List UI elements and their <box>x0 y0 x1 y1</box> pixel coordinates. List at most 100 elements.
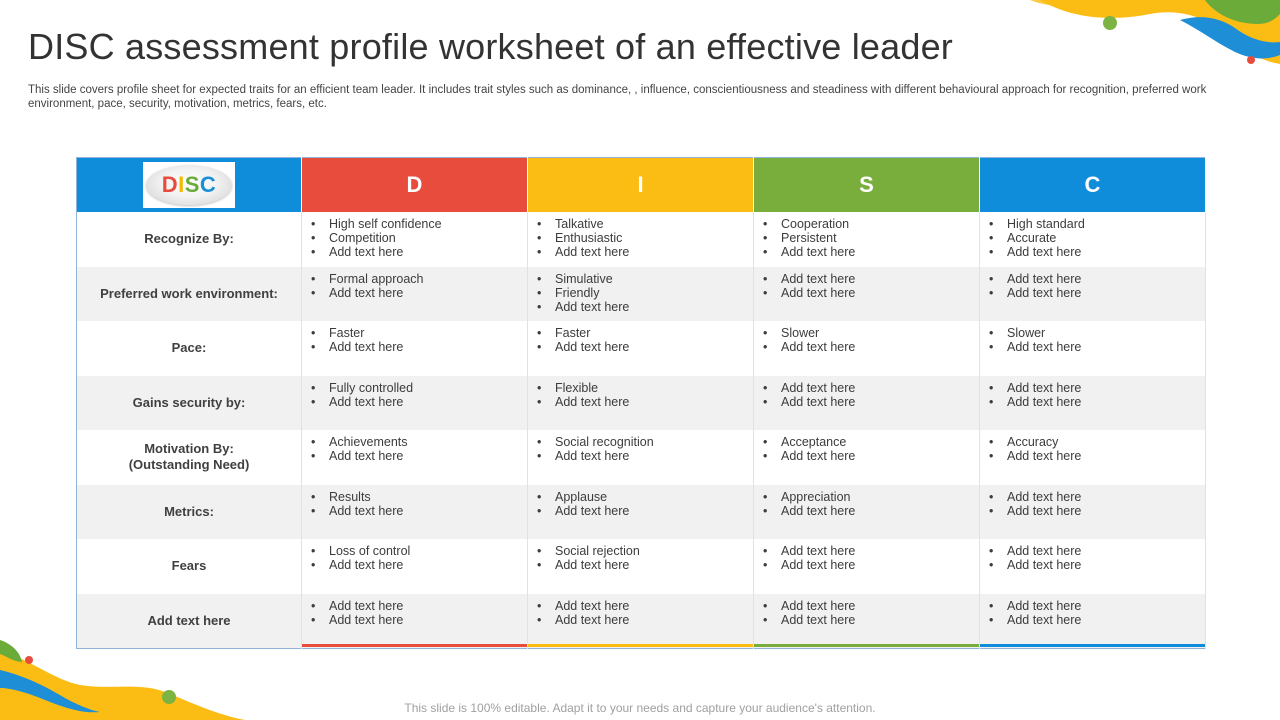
bottom-accent-s <box>754 644 979 647</box>
bullet-item: Fully controlled <box>311 381 527 395</box>
row-label: Add text here <box>76 593 302 648</box>
row-label: Gains security by: <box>76 375 302 430</box>
cell-i: FlexibleAdd text here <box>527 375 754 430</box>
bullet-item: Faster <box>311 326 527 340</box>
bullet-list: AcceptanceAdd text here <box>754 430 979 463</box>
cell-i: Social rejectionAdd text here <box>527 539 754 594</box>
bullet-item: Enthusiastic <box>537 231 753 245</box>
bullet-item: Add text here <box>537 504 753 518</box>
bullet-item: Achievements <box>311 435 527 449</box>
cell-c: High standardAccurateAdd text here <box>979 212 1206 267</box>
bullet-item: Accurate <box>989 231 1205 245</box>
bullet-item: Social recognition <box>537 435 753 449</box>
bullet-item: Add text here <box>311 245 527 259</box>
cell-d: ResultsAdd text here <box>301 484 528 539</box>
table-row: FearsLoss of controlAdd text hereSocial … <box>76 539 1206 594</box>
bullet-item: Add text here <box>989 449 1205 463</box>
bullet-item: Add text here <box>537 613 753 627</box>
slide-footer: This slide is 100% editable. Adapt it to… <box>404 701 876 715</box>
logo-letter-i: I <box>178 172 185 197</box>
bullet-list: AchievementsAdd text here <box>302 430 527 463</box>
bullet-item: Add text here <box>311 449 527 463</box>
green-dot-top <box>1103 16 1117 30</box>
logo-letter-d: D <box>161 172 179 197</box>
bullet-item: Talkative <box>537 217 753 231</box>
bullet-list: SlowerAdd text here <box>754 321 979 354</box>
disc-profile-table: DISC D I S C Recognize By:High self conf… <box>76 157 1206 649</box>
bullet-item: Add text here <box>537 395 753 409</box>
cell-i: Social recognitionAdd text here <box>527 430 754 485</box>
bullet-item: Simulative <box>537 272 753 286</box>
bullet-list: TalkativeEnthusiasticAdd text here <box>528 212 753 259</box>
bullet-item: Add text here <box>311 613 527 627</box>
bullet-list: CooperationPersistentAdd text here <box>754 212 979 259</box>
bullet-item: Add text here <box>989 504 1205 518</box>
bullet-item: Add text here <box>311 340 527 354</box>
bullet-item: Add text here <box>989 245 1205 259</box>
cell-s: AcceptanceAdd text here <box>753 430 980 485</box>
cell-i: TalkativeEnthusiasticAdd text here <box>527 212 754 267</box>
cell-d: FasterAdd text here <box>301 321 528 376</box>
cell-i: SimulativeFriendlyAdd text here <box>527 266 754 321</box>
bullet-item: Appreciation <box>763 490 979 504</box>
bullet-item: High self confidence <box>311 217 527 231</box>
bullet-list: Loss of controlAdd text here <box>302 539 527 572</box>
cell-s: SlowerAdd text here <box>753 321 980 376</box>
cell-d: AchievementsAdd text here <box>301 430 528 485</box>
bullet-item: Add text here <box>989 395 1205 409</box>
bullet-item: Add text here <box>763 613 979 627</box>
bullet-item: Add text here <box>763 286 979 300</box>
bullet-item: Add text here <box>311 599 527 613</box>
bullet-list: SlowerAdd text here <box>980 321 1205 354</box>
bullet-item: High standard <box>989 217 1205 231</box>
bullet-item: Add text here <box>311 504 527 518</box>
bullet-item: Add text here <box>537 558 753 572</box>
red-dot-top <box>1247 56 1255 64</box>
bullet-list: AccuracyAdd text here <box>980 430 1205 463</box>
bullet-item: Faster <box>537 326 753 340</box>
row-label: Pace: <box>76 321 302 376</box>
bullet-item: Add text here <box>989 558 1205 572</box>
row-label: Fears <box>76 539 302 594</box>
bottom-accent-c <box>980 644 1205 647</box>
cell-d: Formal approachAdd text here <box>301 266 528 321</box>
bullet-item: Add text here <box>537 300 753 314</box>
bullet-item: Add text here <box>763 599 979 613</box>
bullet-list: Social rejectionAdd text here <box>528 539 753 572</box>
row-label: Preferred work environment: <box>76 266 302 321</box>
table-row: Pace:FasterAdd text hereFasterAdd text h… <box>76 321 1206 376</box>
bullet-item: Applause <box>537 490 753 504</box>
bullet-item: Add text here <box>989 613 1205 627</box>
bullet-item: Flexible <box>537 381 753 395</box>
row-label: Motivation By: (Outstanding Need) <box>76 430 302 485</box>
bullet-item: Add text here <box>763 340 979 354</box>
bullet-item: Add text here <box>989 272 1205 286</box>
bullet-list: Fully controlledAdd text here <box>302 376 527 409</box>
header-i: I <box>527 157 754 212</box>
bullet-item: Add text here <box>537 599 753 613</box>
bullet-list: Formal approachAdd text here <box>302 267 527 300</box>
bullet-item: Add text here <box>537 449 753 463</box>
slide-subtitle: This slide covers profile sheet for expe… <box>28 84 1207 110</box>
bottom-accent-i <box>528 644 753 647</box>
cell-c: AccuracyAdd text here <box>979 430 1206 485</box>
table-row: Motivation By: (Outstanding Need)Achieve… <box>76 430 1206 485</box>
bullet-list: High self confidenceCompetitionAdd text … <box>302 212 527 259</box>
bullet-item: Slower <box>763 326 979 340</box>
bullet-item: Add text here <box>763 395 979 409</box>
